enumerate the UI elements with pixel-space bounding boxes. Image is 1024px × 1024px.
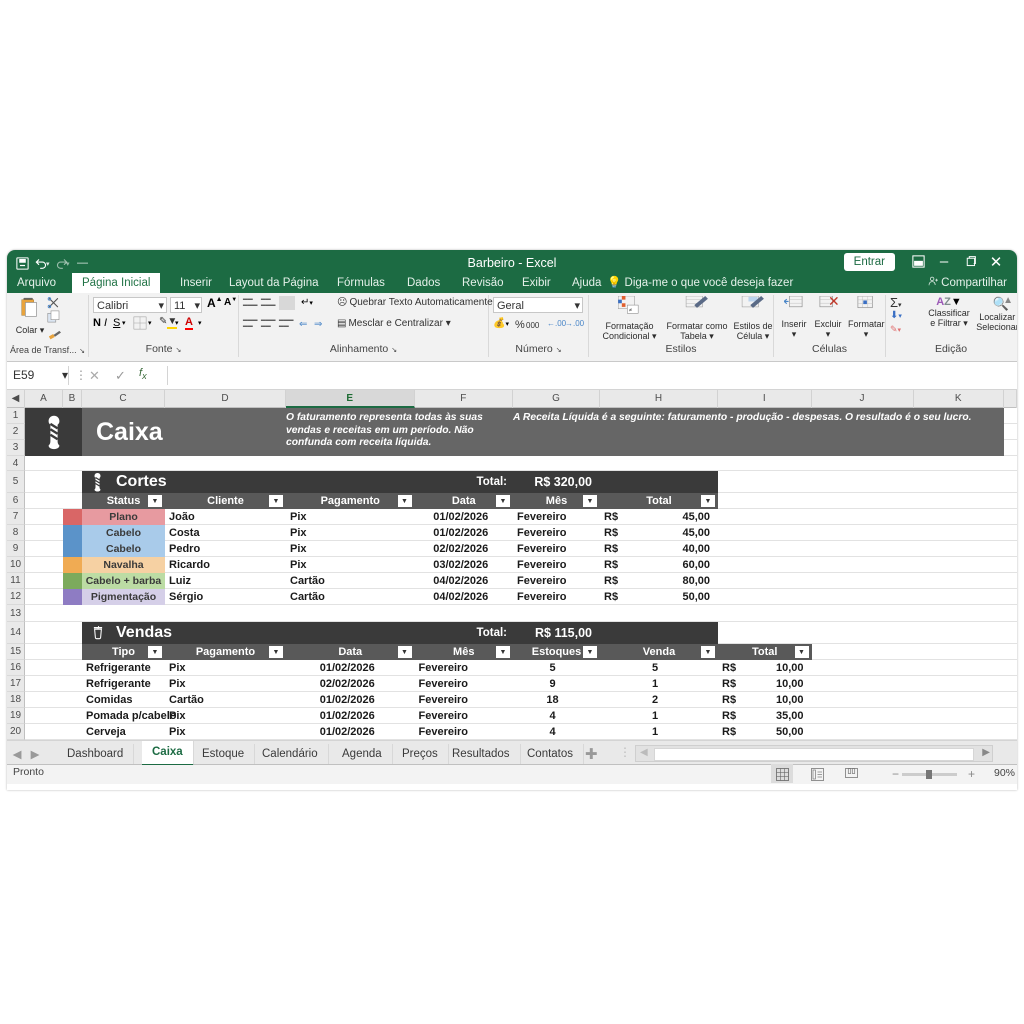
svg-text:≠: ≠	[629, 307, 632, 313]
